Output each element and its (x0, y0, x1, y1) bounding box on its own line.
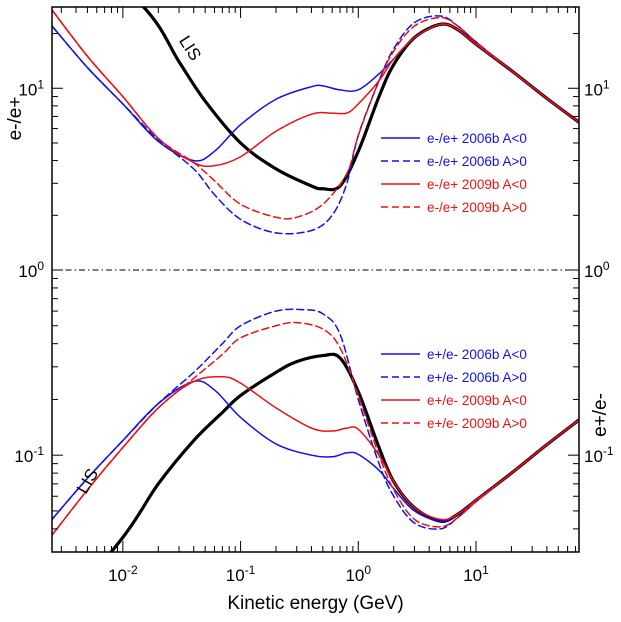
lower-series-4-line (52, 321, 579, 536)
lower-ytick-label-right-0-base: 10 (584, 447, 603, 466)
upper-ytick-label-left-0-base: 10 (18, 262, 37, 281)
lower-legend-label-0: e+/e- 2006b A<0 (427, 347, 527, 362)
upper-ytick-label-right-0: 100 (584, 259, 610, 281)
xlabel: Kinetic energy (GeV) (227, 593, 403, 614)
lower-ytick-label-left-0: 10-1 (14, 444, 44, 466)
upper-legend-label-3: e-/e+ 2009b A>0 (427, 200, 527, 215)
xtick-label-0-exponent: -2 (127, 563, 138, 577)
upper-ytick-label-left-1-exponent: 1 (37, 77, 44, 91)
lower-legend-label-1: e+/e- 2006b A>0 (427, 370, 527, 385)
xtick-label-2-exponent: 0 (364, 563, 371, 577)
upper-ytick-label-right-0-base: 10 (584, 262, 603, 281)
xtick-label-1-base: 10 (226, 566, 245, 585)
upper-ytick-label-left-1: 101 (18, 77, 44, 99)
upper-legend-label-1: e-/e+ 2006b A>0 (427, 154, 527, 169)
upper-ytick-label-left-1-base: 10 (18, 80, 37, 99)
xtick-label-0: 10-2 (108, 563, 138, 585)
lower-legend-label-2: e+/e- 2009b A<0 (427, 393, 527, 408)
xtick-label-3-base: 10 (463, 566, 482, 585)
upper-ylabel-left: e-/e+ (5, 97, 26, 141)
lower-ytick-label-right-0: 10-1 (584, 444, 614, 466)
lower-legend-label-3: e+/e- 2009b A>0 (427, 416, 527, 431)
xtick-label-1-exponent: -1 (245, 563, 256, 577)
upper-ytick-label-right-1: 101 (584, 77, 610, 99)
upper-series-4-line (52, 9, 579, 220)
xtick-label-1: 10-1 (226, 563, 256, 585)
xtick-label-0-base: 10 (108, 566, 127, 585)
lower-ytick-label-left-0-base: 10 (14, 447, 33, 466)
upper-ytick-label-right-0-exponent: 0 (603, 259, 610, 273)
upper-ytick-label-right-1-base: 10 (584, 80, 603, 99)
xtick-label-2-base: 10 (345, 566, 364, 585)
plot-frame (51, 6, 580, 553)
lower-series-2-line (52, 308, 579, 530)
upper-ytick-label-right-1-exponent: 1 (603, 77, 610, 91)
xtick-label-3: 101 (463, 563, 489, 585)
lower-ytick-label-right-0-exponent: -1 (603, 444, 614, 458)
upper-legend-label-2: e-/e+ 2009b A<0 (427, 177, 527, 192)
lower-ylabel-right: e+/e- (590, 393, 611, 437)
upper-series-2-line (52, 15, 579, 235)
xtick-label-2: 100 (345, 563, 371, 585)
xtick-label-3-exponent: 1 (482, 563, 489, 577)
upper-ytick-label-left-0-exponent: 0 (37, 259, 44, 273)
upper-legend-label-0: e-/e+ 2006b A<0 (427, 131, 527, 146)
lower-ytick-label-left-0-exponent: -1 (33, 444, 44, 458)
upper-ytick-label-left-0: 100 (18, 259, 44, 281)
